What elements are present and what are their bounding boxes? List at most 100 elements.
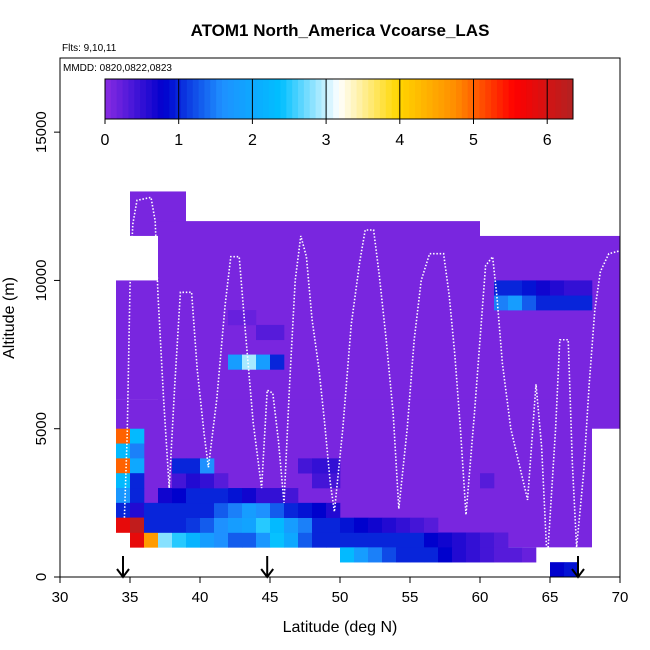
colorbar-strip <box>485 79 492 119</box>
heatmap-cell <box>340 517 355 533</box>
colorbar-strip <box>549 79 556 119</box>
colorbar-strip <box>420 79 428 119</box>
colorbar-strip <box>432 79 439 119</box>
heatmap-cell <box>256 517 271 533</box>
heatmap-cell <box>536 280 551 296</box>
flight-track <box>123 196 621 563</box>
heatmap-cell <box>396 532 411 548</box>
colorbar-strip <box>502 79 510 119</box>
heatmap-cell <box>438 547 453 563</box>
colorbar-strip <box>303 79 311 119</box>
colorbar-strip <box>555 79 562 119</box>
heatmap-cell <box>354 532 369 548</box>
colorbar-strip <box>415 79 422 119</box>
down-arrow-icon <box>571 556 585 579</box>
heatmap-cell <box>270 354 285 370</box>
colorbar-strip <box>128 79 135 119</box>
heatmap-cell <box>382 532 397 548</box>
colorbar-strip <box>239 79 246 119</box>
heatmap-cell <box>508 280 523 296</box>
heatmap-cell <box>256 354 271 370</box>
heatmap-cell <box>396 547 411 563</box>
heatmap-cell <box>494 532 509 548</box>
heatmap-cell <box>424 547 439 563</box>
heatmap-cell <box>480 547 495 563</box>
colorbar-strip <box>532 79 539 119</box>
heatmap-cell <box>424 532 439 548</box>
colorbar-strip <box>145 79 153 119</box>
x-tick-label: 35 <box>122 589 139 606</box>
flights-annotation: Flts: 9,10,11 <box>62 43 117 54</box>
heatmap-cell <box>438 532 453 548</box>
heatmap-cell <box>144 517 159 533</box>
heatmap-cell <box>284 488 299 504</box>
colorbar-strip <box>105 79 112 119</box>
heatmap-cell <box>214 473 229 489</box>
heatmap-cell <box>522 547 537 563</box>
x-tick-label: 55 <box>402 589 419 606</box>
heatmap-cell <box>130 532 145 548</box>
x-axis: 30 35 40 45 50 55 60 65 70 <box>52 577 629 606</box>
heatmap-cell <box>354 547 369 563</box>
y-axis: 0 5000 10000 15000 <box>33 111 60 581</box>
colorbar-strip <box>286 79 293 119</box>
heatmap-cell <box>214 502 229 518</box>
x-tick-label: 70 <box>612 589 629 606</box>
heatmap-cell <box>326 502 341 518</box>
colorbar-strip <box>496 79 504 119</box>
colorbar-strip <box>181 79 188 119</box>
heatmap-cell <box>480 473 495 489</box>
colorbar-strip <box>350 79 358 119</box>
colorbar-strip <box>198 79 205 119</box>
heatmap-cell <box>382 517 397 533</box>
heatmap-cell <box>410 532 425 548</box>
colorbar-strip <box>222 79 229 119</box>
colorbar-strip <box>227 79 235 119</box>
heatmap-cell <box>550 295 565 311</box>
heatmap-cell <box>130 443 145 459</box>
heatmap-cell <box>158 488 173 504</box>
colorbar-strip <box>391 79 398 119</box>
heatmap-cell <box>242 517 257 533</box>
heatmap-cell <box>186 473 201 489</box>
colorbar-strip <box>426 79 434 119</box>
colorbar-strip <box>444 79 451 119</box>
colorbar-strip <box>186 79 194 119</box>
colorbar-strip <box>309 79 317 119</box>
heatmap-cell <box>298 517 313 533</box>
heatmap-cell <box>312 458 327 474</box>
colorbar-strip <box>456 79 463 119</box>
heatmap-cell <box>144 532 159 548</box>
heatmap-cell <box>116 428 131 444</box>
colorbar-strip <box>473 79 480 119</box>
heatmap-cell <box>326 473 341 489</box>
colorbar-strip <box>169 79 176 119</box>
colorbar-strip <box>140 79 147 119</box>
x-tick-label: 60 <box>472 589 489 606</box>
colorbar-strip <box>268 79 276 119</box>
heatmap-cell <box>564 295 579 311</box>
colorbar-strip <box>280 79 287 119</box>
heatmap-cell <box>228 310 243 326</box>
heatmap-cell <box>354 517 369 533</box>
heatmap-cell <box>298 532 313 548</box>
colorbar-strip <box>274 79 281 119</box>
heatmap-cell <box>214 517 229 533</box>
heatmap-cell <box>480 532 495 548</box>
heatmap-cell <box>466 532 481 548</box>
heatmap-cell <box>186 532 201 548</box>
heatmap-cell <box>578 280 593 296</box>
colorbar-strip <box>450 79 457 119</box>
heatmap-cell <box>578 295 593 311</box>
heatmap-cell <box>172 517 187 533</box>
colorbar-strip <box>157 79 164 119</box>
heatmap-cell <box>312 502 327 518</box>
heatmap-cell <box>116 443 131 459</box>
colorbar-strip <box>321 79 328 119</box>
heatmap-cell <box>158 532 173 548</box>
heatmap-cell <box>564 280 579 296</box>
colorbar-tick-label: 3 <box>322 132 331 149</box>
heatmap-cell <box>130 488 145 504</box>
heatmap-cell <box>228 354 243 370</box>
